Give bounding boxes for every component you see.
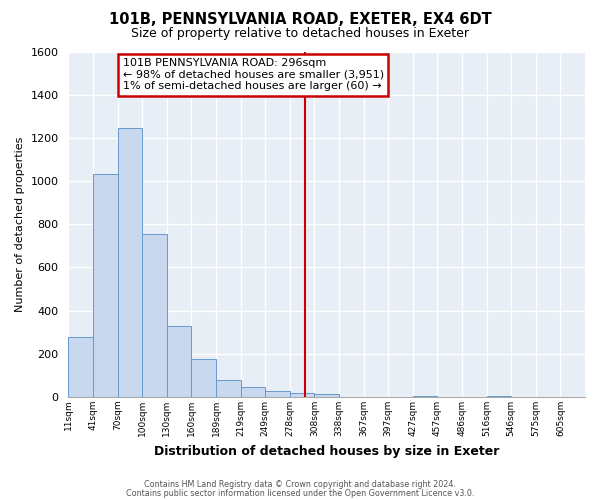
Bar [118,128,142,397]
Bar [93,174,118,397]
Bar [191,359,216,397]
Bar [216,380,241,397]
Text: Size of property relative to detached houses in Exeter: Size of property relative to detached ho… [131,28,469,40]
Text: Contains HM Land Registry data © Crown copyright and database right 2024.: Contains HM Land Registry data © Crown c… [144,480,456,489]
Bar [241,388,265,397]
Bar [314,394,339,397]
Text: 101B PENNSYLVANIA ROAD: 296sqm
← 98% of detached houses are smaller (3,951)
1% o: 101B PENNSYLVANIA ROAD: 296sqm ← 98% of … [122,58,383,91]
Bar [265,390,290,397]
Bar [167,326,191,397]
Text: Contains public sector information licensed under the Open Government Licence v3: Contains public sector information licen… [126,489,474,498]
Y-axis label: Number of detached properties: Number of detached properties [15,136,25,312]
X-axis label: Distribution of detached houses by size in Exeter: Distribution of detached houses by size … [154,444,499,458]
Bar [413,396,437,397]
Bar [68,336,93,397]
Text: 101B, PENNSYLVANIA ROAD, EXETER, EX4 6DT: 101B, PENNSYLVANIA ROAD, EXETER, EX4 6DT [109,12,491,28]
Bar [142,234,167,397]
Bar [487,396,511,397]
Bar [290,392,314,397]
